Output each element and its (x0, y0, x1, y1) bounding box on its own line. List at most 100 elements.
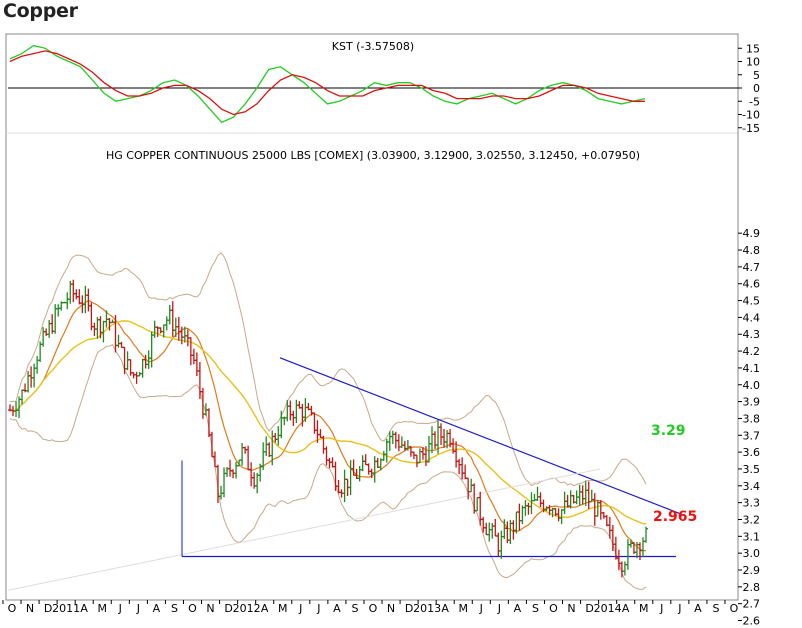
x-tick-label: J (659, 602, 663, 615)
price-tick-label: 4.7 (743, 261, 761, 274)
kst-tick-label: 15 (746, 42, 760, 55)
kst-tick-label: 5 (753, 69, 760, 82)
price-tick-label: 3.9 (743, 396, 761, 409)
price-bar (116, 334, 121, 348)
price-tick-label: 4.6 (743, 278, 761, 291)
price-bar (475, 496, 480, 512)
x-tick-label: O (369, 602, 378, 615)
price-bar (496, 532, 501, 557)
x-tick-label: O (8, 602, 17, 615)
price-tick-label: 4.2 (743, 345, 761, 358)
price-tick-label: 3.8 (743, 412, 761, 425)
price-bar (601, 511, 606, 519)
price-bar (285, 400, 290, 422)
price-bar (176, 316, 181, 341)
price-tick-label: 3.6 (743, 446, 761, 459)
price-bar (644, 526, 648, 543)
x-tick-label: A (622, 602, 630, 615)
price-tick-label: 3.5 (743, 463, 761, 476)
price-bar (291, 410, 296, 426)
price-bar (493, 518, 498, 537)
price-bar (228, 459, 233, 477)
x-tick-label: A (80, 602, 88, 615)
price-bar (122, 346, 127, 375)
price-bar (439, 423, 444, 446)
x-tick-label: J (298, 602, 302, 615)
price-bar (637, 542, 642, 561)
x-tick-label: S (532, 602, 539, 615)
x-tick-label: M (639, 602, 649, 615)
price-bar (484, 522, 489, 536)
x-tick-label: J (677, 602, 681, 615)
price-bar (414, 454, 419, 468)
x-tick-label: A (694, 602, 702, 615)
kst-tick-label: -5 (749, 95, 760, 108)
price-bar (538, 492, 543, 508)
x-tick-label: J (136, 602, 140, 615)
price-bar (35, 356, 40, 374)
x-tick-label: 2014 (594, 602, 622, 615)
price-bar (47, 320, 52, 338)
price-tick-label: 2.8 (743, 581, 761, 594)
price-bar (517, 503, 522, 531)
price-bars (8, 279, 648, 578)
price-bar (164, 316, 169, 331)
price-bar (640, 537, 645, 558)
price-tick-label: 3.7 (743, 429, 761, 442)
price-bar (255, 472, 260, 494)
price-bar (288, 400, 293, 421)
x-tick-label: S (712, 602, 719, 615)
price-bar (357, 466, 362, 482)
price-tick-label: 2.9 (743, 564, 761, 577)
price-bar (170, 301, 175, 337)
x-tick-label: N (26, 602, 34, 615)
x-tick-label: J (316, 602, 320, 615)
price-bar (390, 430, 395, 445)
price-bar (264, 436, 269, 457)
price-bar (568, 490, 573, 509)
x-tick-label: O (730, 602, 739, 615)
price-bar (514, 511, 519, 534)
x-tick-label: 2011 (52, 602, 80, 615)
price-bar (625, 539, 630, 570)
price-bar (20, 389, 25, 405)
price-bar (134, 371, 139, 384)
price-bar (327, 458, 332, 469)
price-bar (191, 348, 196, 365)
price-bar (487, 522, 492, 542)
price-bar (270, 430, 275, 466)
price-bar (598, 499, 603, 520)
price-bar (429, 426, 434, 454)
x-tick-label: 2012 (233, 602, 261, 615)
price-tick-label: 3.2 (743, 513, 761, 526)
x-tick-label: A (333, 602, 341, 615)
kst-tick-label: -15 (742, 122, 760, 135)
price-bar (399, 436, 404, 448)
price-bar (71, 279, 76, 303)
price-bar (152, 320, 157, 338)
price-bar (360, 455, 365, 472)
price-bar (240, 443, 245, 466)
price-bar (197, 362, 202, 399)
x-tick-label: A (514, 602, 522, 615)
price-bar (366, 463, 371, 475)
price-tick-label: 3.4 (743, 480, 761, 493)
price-bar (146, 350, 151, 369)
price-bar (194, 352, 199, 376)
price-bar (396, 434, 401, 452)
price-bar (74, 289, 79, 300)
price-bar (267, 442, 272, 457)
x-tick-label: J (118, 602, 122, 615)
price-bar (499, 530, 504, 559)
kst-tick-label: 10 (746, 56, 760, 69)
price-bar (83, 285, 88, 314)
price-bar (246, 445, 251, 471)
price-tick-label: 4.5 (743, 295, 761, 308)
ma-long-line (9, 320, 647, 525)
price-tick-label: 4.4 (743, 311, 761, 324)
price-bar (580, 485, 585, 505)
x-tick-label: M (278, 602, 288, 615)
x-tick-label: S (171, 602, 178, 615)
price-bar (324, 446, 329, 466)
x-tick-label: N (206, 602, 214, 615)
